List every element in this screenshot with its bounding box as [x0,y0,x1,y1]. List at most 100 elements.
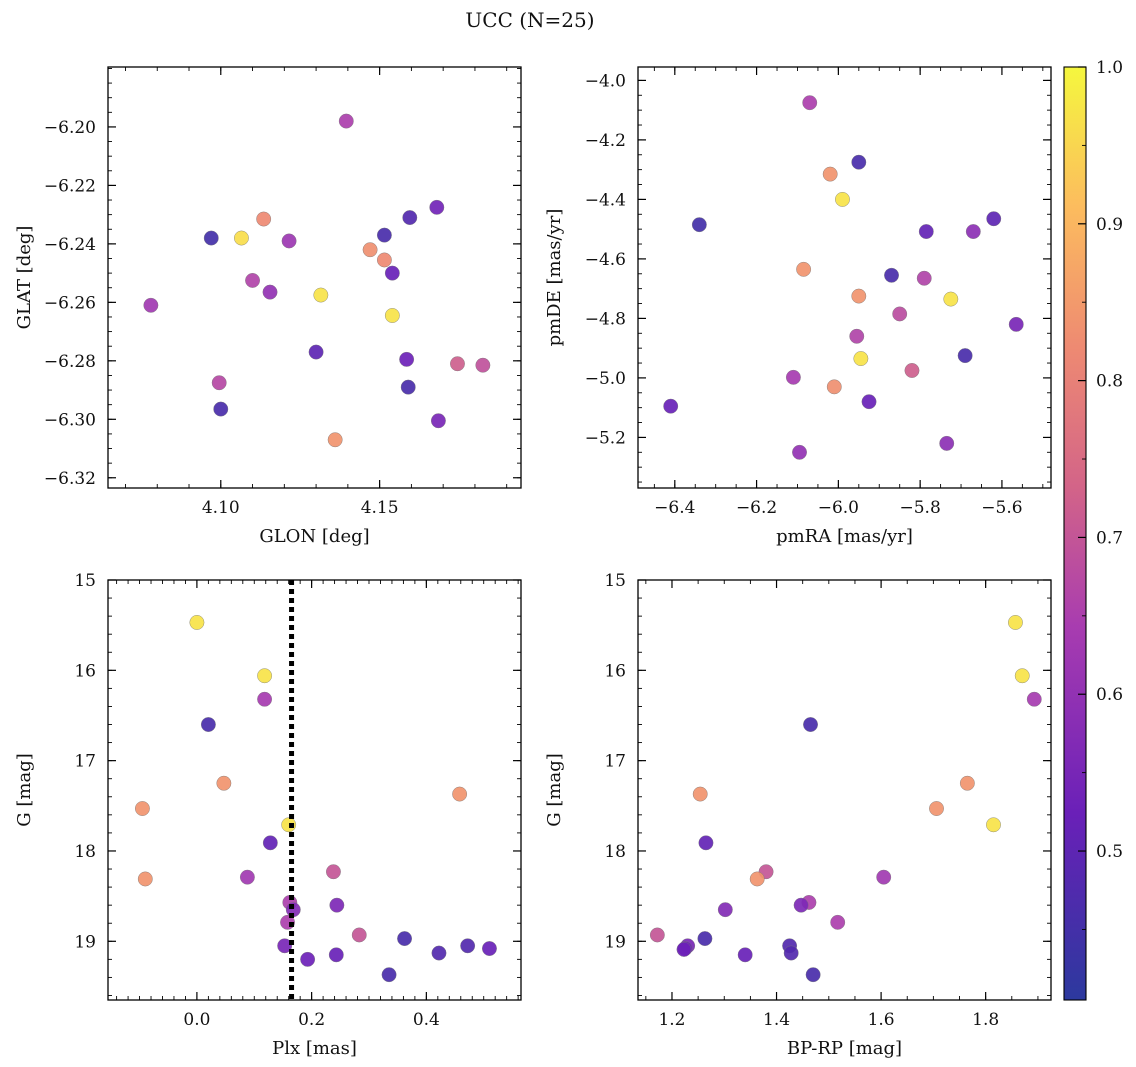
data-point [234,230,249,246]
data-point [376,252,392,268]
data-point [835,191,850,207]
data-point [135,801,150,816]
data-point [308,344,324,360]
data-point [849,328,865,344]
y-tick-label: 19 [604,932,626,952]
x-tick-label: −6.0 [818,498,859,518]
data-point [792,444,807,460]
data-point [189,615,205,630]
y-tick-label: −6.26 [44,293,96,313]
data-point [281,233,297,249]
data-point [216,775,232,791]
data-point [805,967,821,983]
y-tick-label: −4.6 [585,250,626,270]
data-point [482,941,497,956]
data-point [697,931,713,946]
figure-title: UCC (N=25) [465,8,594,32]
y-tick-label: −6.28 [44,352,96,372]
x-axis-label: BP-RP [mag] [787,1038,902,1059]
data-point [399,351,415,367]
data-point [262,835,278,851]
y-axis-label: GLAT [deg] [14,226,35,330]
y-tick-label: 18 [604,842,626,862]
data-point [277,938,293,954]
data-point [257,668,272,684]
data-point [965,224,981,239]
colorbar-tick-label: 0.9 [1096,215,1123,235]
data-point [384,265,400,281]
data-point [430,413,446,429]
data-point [200,717,216,732]
data-point [281,817,297,833]
data-point [876,869,892,885]
data-point [851,288,867,304]
colorbar-tick-label: 0.5 [1096,842,1123,862]
data-point [381,967,397,983]
y-tick-label: 15 [74,571,96,591]
x-tick-label: −6.2 [736,498,777,518]
data-point [362,242,378,258]
data-point [853,351,869,366]
data-point [400,379,416,395]
data-point [203,230,219,246]
data-point [691,217,707,233]
data-point [986,211,1002,227]
colorbar-tick-label: 0.6 [1096,685,1123,705]
data-point [384,308,400,323]
y-tick-label: −6.30 [44,410,96,430]
data-point [717,902,733,918]
data-point [861,394,877,410]
data-point [1008,615,1023,630]
x-axis-label: GLON [deg] [259,526,369,547]
data-point [211,375,227,391]
data-point [803,717,818,732]
data-point [802,95,818,111]
x-axis-label: Plx [mas] [272,1038,357,1059]
x-tick-label: 4.10 [202,498,240,518]
data-point [796,261,812,277]
data-point [262,284,278,300]
colorbar-tick-label: 0.8 [1096,372,1123,392]
data-point [213,401,229,417]
x-tick-label: −5.8 [900,498,941,518]
x-axis-label: pmRA [mas/yr] [776,526,913,547]
data-point [749,871,765,887]
x-tick-label: −5.6 [981,498,1022,518]
axes-frame [637,66,1052,489]
panel-bprp-g: 1.2 1.4 1.6 1.8 15 16 17 18 19 BP-RP [mag] G [mag] [544,571,1052,1059]
x-tick-label: 1.2 [658,1010,685,1030]
data-point [351,927,367,943]
data-point [793,897,809,913]
x-tick-label: 0.4 [413,1010,440,1030]
y-tick-label: 17 [604,752,626,772]
y-axis-label: pmDE [mas/yr] [544,209,565,347]
data-point [327,432,343,448]
y-tick-label: −5.2 [585,428,626,448]
data-point [676,942,692,957]
data-point [649,927,665,943]
data-point [698,835,714,851]
data-point [239,869,255,885]
y-tick-label: −5.0 [585,369,626,389]
axes-frame [107,66,522,489]
y-tick-label: −6.32 [44,469,96,489]
data-point [256,211,272,227]
data-point [943,291,959,307]
axes-frame [107,579,522,1001]
x-tick-label: 1.8 [972,1010,999,1030]
colorbar-tick-label: 1.0 [1096,58,1123,78]
data-point [822,166,838,182]
data-point [257,691,272,707]
data-point [313,287,329,303]
data-point [460,938,476,954]
axes-frame [637,579,1052,1001]
data-point [904,363,920,378]
y-tick-label: −4.8 [585,309,626,329]
panel-plx-g: 0.0 0.2 0.4 15 16 17 18 19 Plx [mas] G [mag] [14,571,522,1059]
data-point [957,348,973,364]
data-point [328,947,344,963]
y-tick-label: −4.2 [585,131,626,151]
data-point [892,306,908,322]
data-point [475,357,491,373]
